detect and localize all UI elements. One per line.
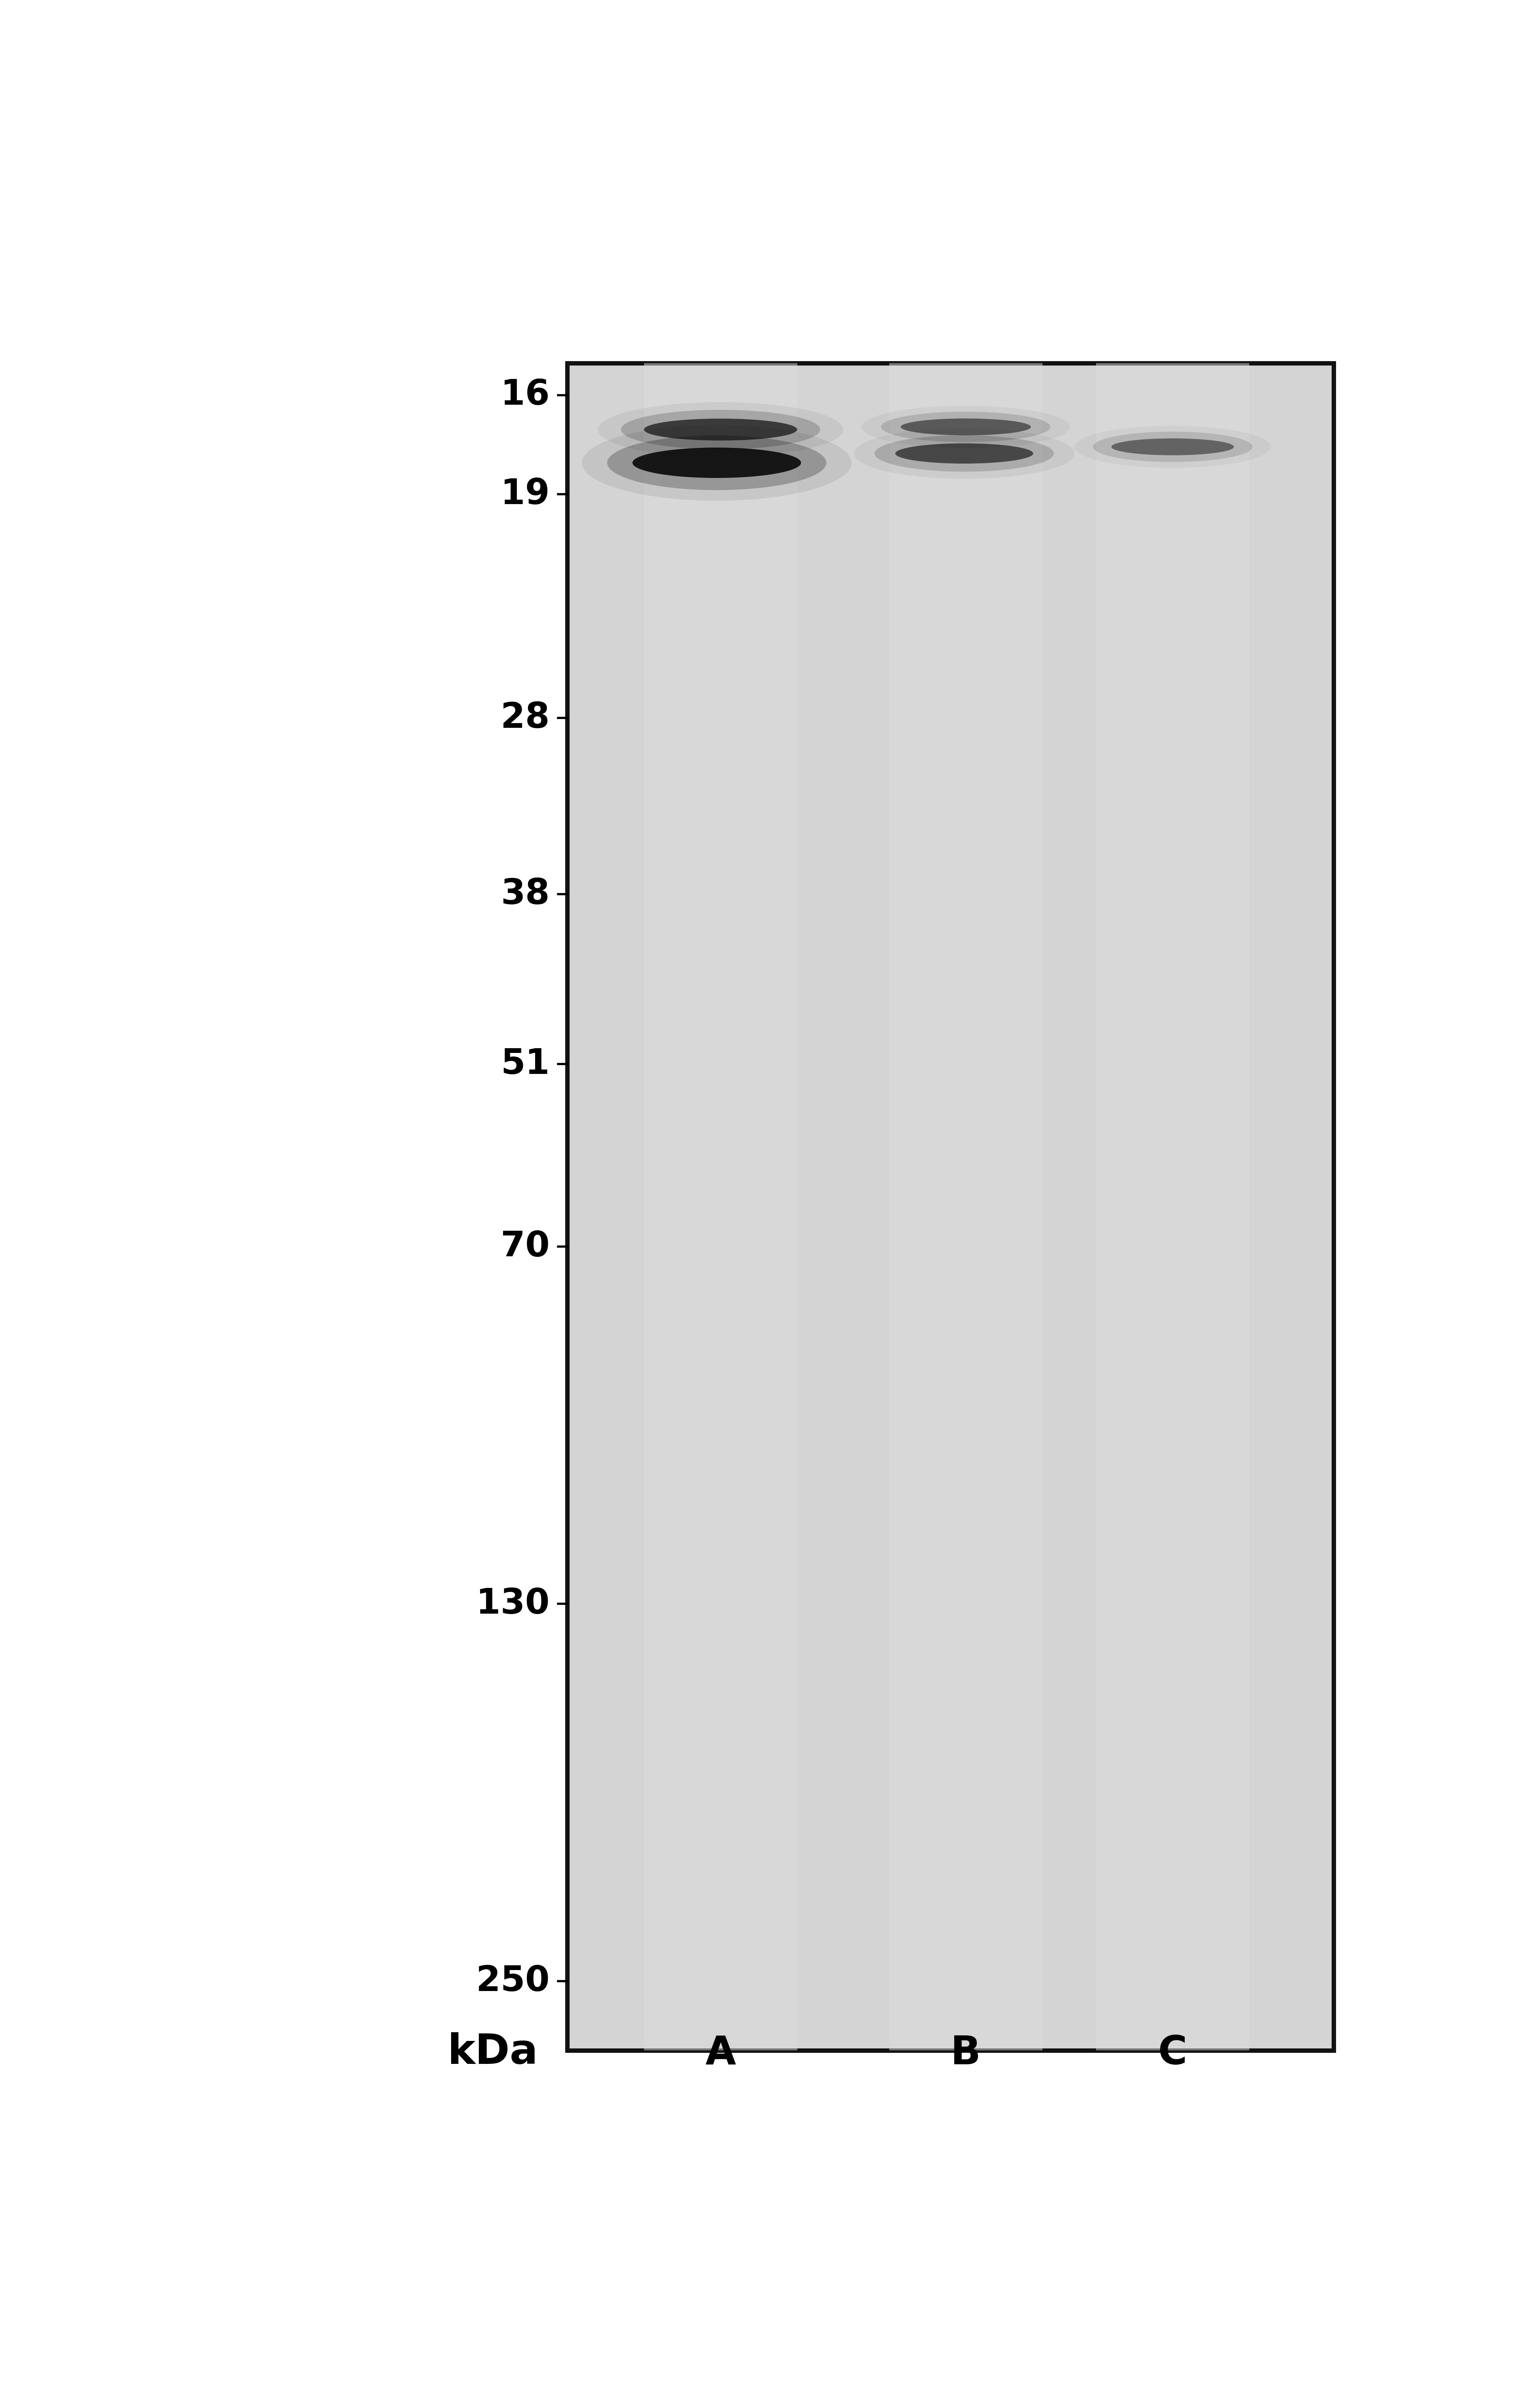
Ellipse shape <box>583 424 852 501</box>
FancyBboxPatch shape <box>1097 364 1249 2052</box>
Text: 250: 250 <box>476 1965 549 1999</box>
Ellipse shape <box>1094 431 1252 462</box>
Text: 38: 38 <box>500 877 549 913</box>
Text: 51: 51 <box>500 1047 549 1081</box>
Ellipse shape <box>643 419 797 441</box>
Ellipse shape <box>598 402 843 458</box>
Text: 19: 19 <box>500 477 549 510</box>
FancyBboxPatch shape <box>567 364 1334 2052</box>
Text: 28: 28 <box>500 701 549 734</box>
Ellipse shape <box>607 436 826 491</box>
Ellipse shape <box>853 429 1074 479</box>
Ellipse shape <box>1112 438 1234 455</box>
Text: 70: 70 <box>500 1230 549 1264</box>
FancyBboxPatch shape <box>643 364 797 2052</box>
Text: 16: 16 <box>500 378 549 412</box>
Ellipse shape <box>896 443 1033 465</box>
Text: 130: 130 <box>476 1587 549 1621</box>
Ellipse shape <box>633 448 802 477</box>
Text: kDa: kDa <box>447 2032 538 2073</box>
FancyBboxPatch shape <box>890 364 1042 2052</box>
Text: B: B <box>951 2035 981 2073</box>
Ellipse shape <box>875 436 1054 472</box>
Ellipse shape <box>900 419 1031 436</box>
Text: C: C <box>1157 2035 1188 2073</box>
Ellipse shape <box>881 412 1051 443</box>
Text: A: A <box>706 2035 736 2073</box>
Ellipse shape <box>621 409 820 450</box>
